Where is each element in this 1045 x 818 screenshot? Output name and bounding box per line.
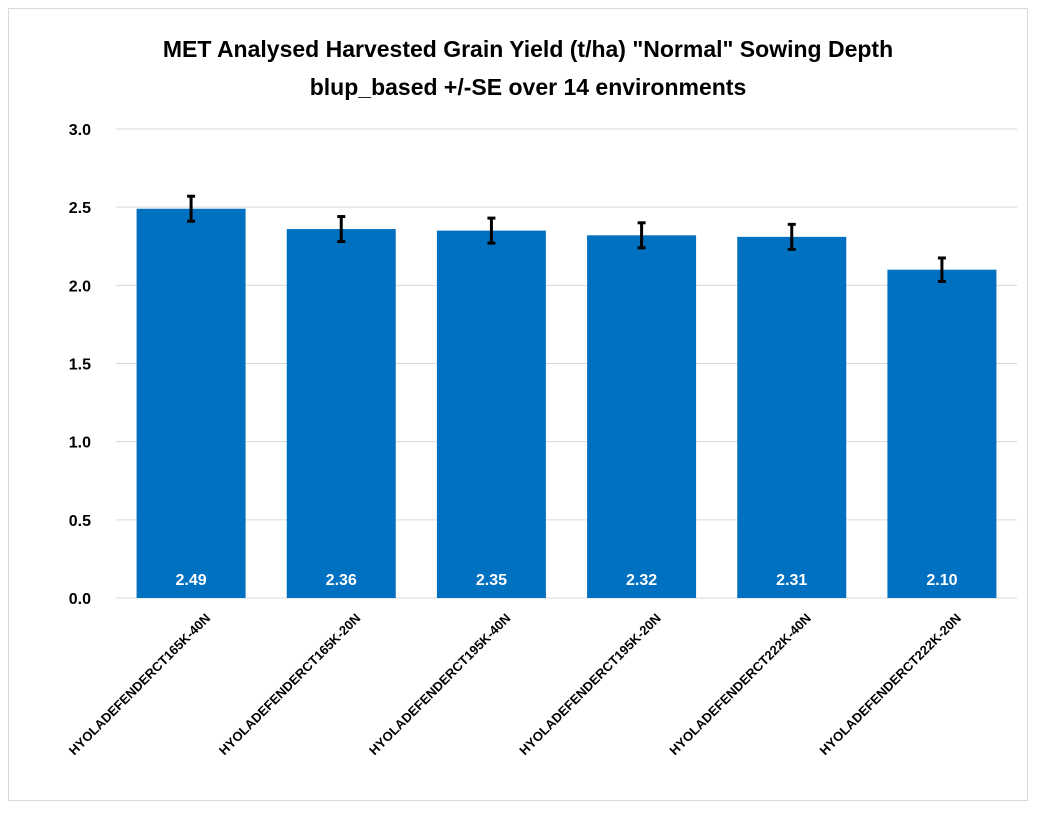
chart-frame: MET Analysed Harvested Grain Yield (t/ha…: [8, 8, 1028, 801]
x-category-label: HYOLADEFENDERCT195K-40N: [366, 611, 513, 758]
data-label: 2.49: [176, 572, 207, 589]
bar: [887, 269, 997, 598]
data-label: 2.36: [326, 572, 357, 589]
data-label: 2.35: [476, 572, 507, 589]
y-tick-label: 0.5: [69, 513, 91, 530]
bar: [436, 230, 546, 598]
y-tick-label: 2.5: [69, 200, 91, 217]
error-bars: [187, 194, 946, 283]
bar: [587, 235, 697, 598]
data-labels: 2.49 2.36 2.35 2.32 2.31 2.10: [176, 572, 958, 589]
chart-subtitle: blup_based +/-SE over 14 environments: [310, 74, 747, 100]
x-category-label: HYOLADEFENDERCT195K-20N: [516, 611, 663, 758]
bar-chart: MET Analysed Harvested Grain Yield (t/ha…: [66, 36, 1017, 758]
y-tick-label: 2.0: [69, 278, 91, 295]
data-label: 2.32: [626, 572, 657, 589]
data-label: 2.10: [926, 572, 957, 589]
data-label: 2.31: [776, 572, 807, 589]
bar: [136, 208, 246, 599]
bars: [136, 208, 997, 599]
x-axis-categories: HYOLADEFENDERCT165K-40N HYOLADEFENDERCT16…: [66, 611, 964, 758]
y-tick-label: 0.0: [69, 591, 91, 608]
x-category-label: HYOLADEFENDERCT165K-40N: [66, 611, 213, 758]
y-tick-label: 1.5: [69, 357, 91, 374]
y-tick-label: 3.0: [69, 122, 91, 139]
gridlines: [116, 128, 1017, 599]
x-category-label: HYOLADEFENDERCT222K-40N: [666, 611, 813, 758]
x-category-label: HYOLADEFENDERCT222K-20N: [817, 611, 964, 758]
y-tick-label: 1.0: [69, 435, 91, 452]
chart-title: MET Analysed Harvested Grain Yield (t/ha…: [163, 36, 893, 62]
x-category-label: HYOLADEFENDERCT165K-20N: [216, 611, 363, 758]
bar: [737, 236, 847, 598]
y-axis-ticks: 0.0 0.5 1.0 1.5 2.0 2.5 3.0: [69, 122, 91, 608]
bar: [286, 229, 396, 598]
